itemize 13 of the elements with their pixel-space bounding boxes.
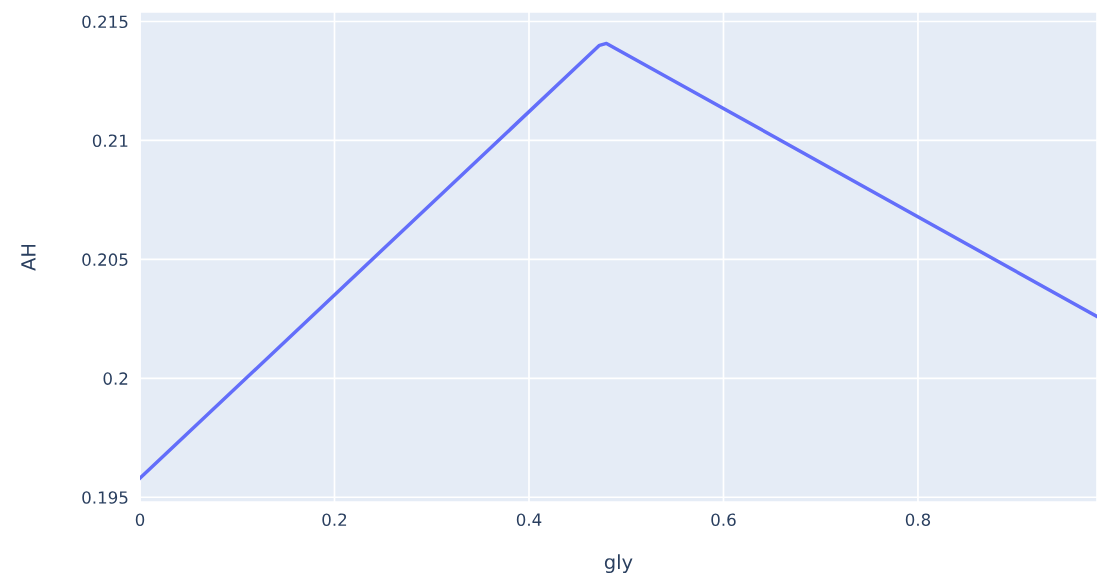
- x-tick-label: 0.4: [516, 513, 542, 527]
- x-tick-label: 0.6: [711, 513, 736, 527]
- y-axis-title: AH: [21, 244, 36, 271]
- y-tick-label: 0.2: [103, 372, 128, 385]
- x-tick-label: 0.8: [905, 513, 931, 527]
- x-tick-label: 0.2: [322, 513, 347, 527]
- x-axis-title: gly: [604, 554, 633, 574]
- y-tick-label: 0.21: [92, 134, 128, 148]
- x-tick-label: 0: [135, 513, 145, 527]
- line-series: [140, 41, 1097, 480]
- y-tick-label: 0.215: [82, 15, 128, 29]
- y-tick-label: 0.195: [82, 491, 128, 504]
- y-tick-label: 0.205: [82, 253, 128, 266]
